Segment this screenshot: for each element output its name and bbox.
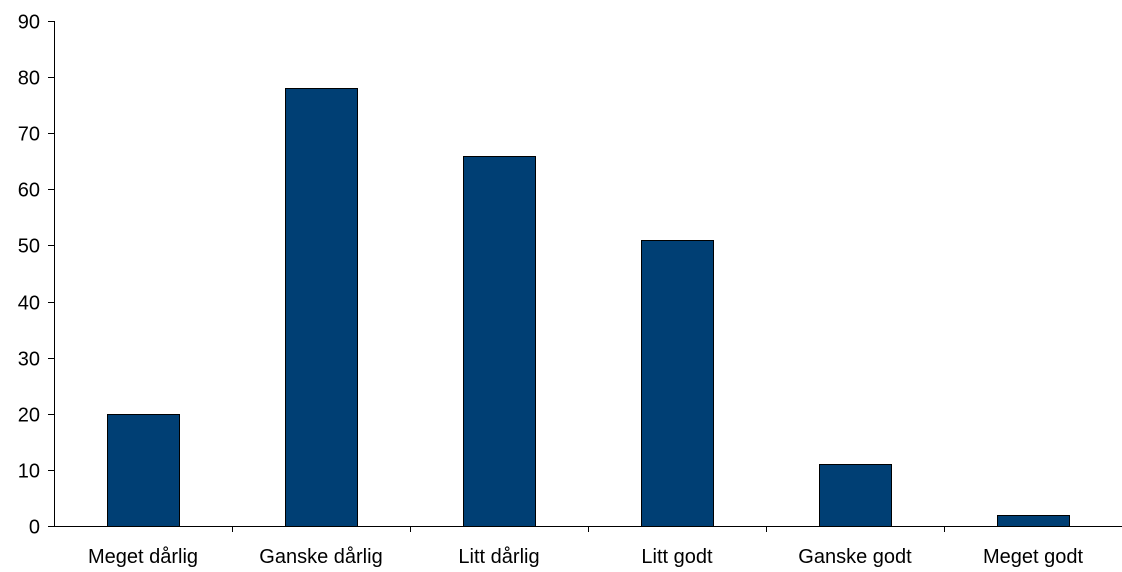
- bar-4: [640, 239, 715, 528]
- bar-5: [818, 463, 893, 528]
- y-tick-label: 20: [18, 405, 40, 427]
- y-axis-labels: 0 10 20 30 40 50 60 70 80 90: [18, 12, 40, 539]
- y-axis-ticks: [48, 21, 54, 527]
- x-axis-labels: Meget dårlig Ganske dårlig Litt dårlig Litt…: [88, 546, 1084, 568]
- x-tick-label: Litt dårlig: [458, 546, 539, 568]
- x-tick-label: Ganske godt: [798, 546, 912, 568]
- y-tick-label: 60: [18, 180, 40, 202]
- bar-2: [284, 87, 359, 528]
- y-tick-label: 10: [18, 461, 40, 483]
- y-tick-label: 50: [18, 236, 40, 258]
- bar-1: [106, 413, 181, 528]
- y-tick-label: 80: [18, 68, 40, 90]
- x-tick-label: Ganske dårlig: [259, 546, 382, 568]
- y-tick-label: 40: [18, 293, 40, 315]
- bar-3: [462, 155, 537, 528]
- x-tick-label: Meget godt: [983, 546, 1084, 568]
- y-tick-label: 90: [18, 12, 40, 34]
- y-tick-label: 70: [18, 124, 40, 146]
- y-tick-label: 30: [18, 349, 40, 371]
- bars: [106, 87, 1071, 528]
- x-tick-label: Meget dårlig: [88, 546, 198, 568]
- bar-6: [996, 514, 1071, 528]
- x-tick-label: Litt godt: [641, 546, 713, 568]
- y-tick-label: 0: [29, 517, 40, 539]
